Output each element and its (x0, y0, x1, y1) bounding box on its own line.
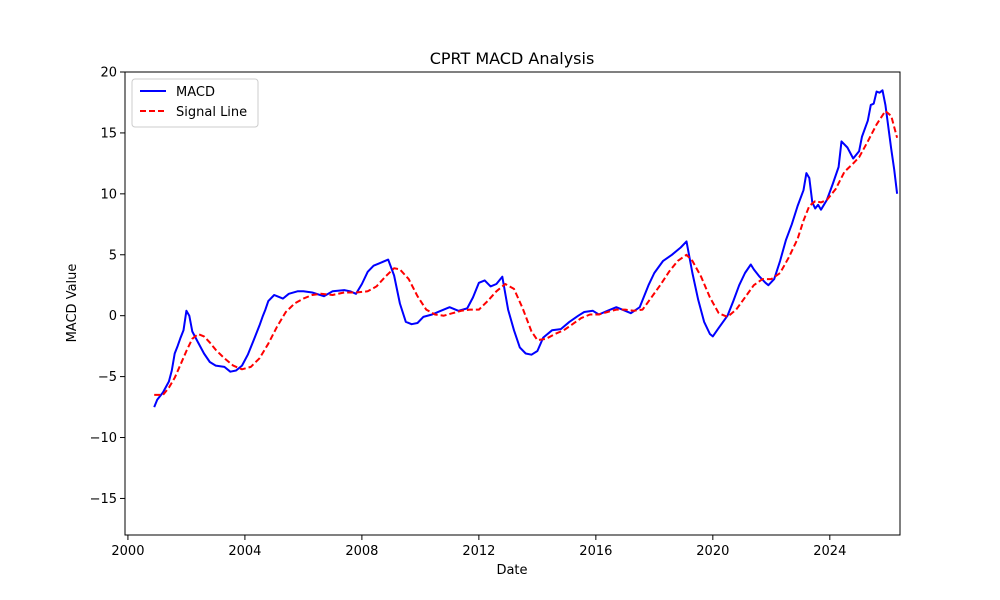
y-axis: −15 −10 −5 0 5 10 15 20 (90, 66, 125, 507)
x-tick-label: 2000 (111, 544, 144, 559)
legend-label-macd: MACD (176, 85, 215, 100)
plot-frame (124, 71, 901, 536)
chart-title: CPRT MACD Analysis (430, 49, 595, 68)
y-tick-label: 20 (100, 66, 117, 81)
y-tick-label: −10 (90, 431, 117, 446)
series-line-signal-line (154, 110, 899, 396)
y-tick-label: 5 (109, 248, 117, 263)
plot-area (124, 71, 901, 536)
x-tick-label: 2016 (579, 544, 612, 559)
x-tick-label: 2004 (228, 544, 261, 559)
series-line-macd (153, 89, 899, 408)
x-tick-label: 2012 (462, 544, 495, 559)
x-axis: 2000 2004 2008 2012 2016 2020 2024 (111, 535, 846, 559)
x-tick-label: 2008 (345, 544, 378, 559)
y-tick-label: −15 (90, 492, 117, 507)
x-tick-label: 2020 (696, 544, 729, 559)
y-tick-label: 10 (100, 187, 117, 202)
y-axis-label: MACD Value (65, 264, 80, 343)
y-tick-label: −5 (98, 370, 117, 385)
legend-label-signal-line: Signal Line (176, 105, 247, 120)
x-axis-label: Date (496, 563, 527, 578)
x-tick-label: 2024 (813, 544, 846, 559)
legend: MACD Signal Line (131, 78, 259, 128)
y-tick-label: 15 (100, 126, 117, 141)
y-tick-label: 0 (109, 309, 117, 324)
